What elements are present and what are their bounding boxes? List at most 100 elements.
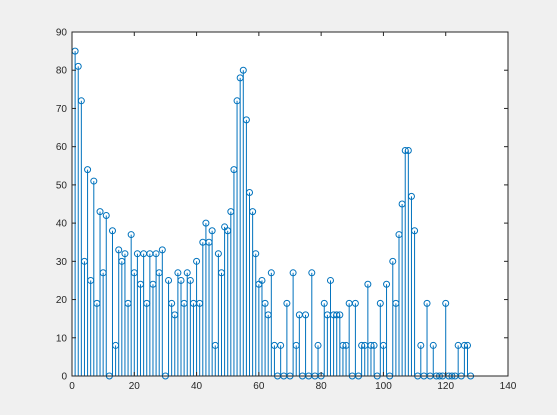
x-tick-label: 20 — [129, 381, 141, 392]
y-tick-label: 80 — [56, 66, 68, 77]
stem-marker — [202, 219, 210, 227]
stem-marker — [364, 280, 372, 288]
stem-marker — [233, 97, 241, 105]
stem-marker — [429, 341, 437, 349]
stem-marker — [242, 116, 250, 124]
stem-marker — [333, 311, 341, 319]
stem-marker — [398, 200, 406, 208]
stem-marker — [208, 227, 216, 235]
stem-marker — [236, 74, 244, 82]
stem-marker — [302, 311, 310, 319]
stem-marker — [168, 299, 176, 307]
stem-marker — [118, 257, 126, 265]
y-axis-ticks: 0 10 20 30 40 50 60 70 80 90 — [56, 28, 508, 383]
stem-marker — [196, 299, 204, 307]
stem-marker — [401, 146, 409, 154]
stem-marker — [283, 299, 291, 307]
stem-marker — [336, 311, 344, 319]
y-tick-label: 10 — [56, 333, 68, 344]
stem-marker — [143, 299, 151, 307]
y-tick-label: 30 — [56, 257, 68, 268]
stem-marker — [252, 250, 260, 258]
stem-marker — [90, 177, 98, 185]
axes-box — [71, 31, 509, 377]
stem-marker — [84, 166, 92, 174]
stem-marker — [227, 208, 235, 216]
x-tick-label: 140 — [500, 381, 517, 392]
stem-marker — [277, 341, 285, 349]
stem-marker — [124, 299, 132, 307]
stem-marker — [326, 276, 334, 284]
stem-marker — [224, 227, 232, 235]
x-tick-label: 0 — [69, 381, 75, 392]
stem-marker — [342, 341, 350, 349]
stem-marker — [99, 269, 107, 277]
y-tick-label: 90 — [56, 28, 68, 39]
stem-marker — [442, 299, 450, 307]
stem-marker — [115, 246, 123, 254]
x-tick-label: 100 — [375, 381, 392, 392]
stem-marker — [171, 311, 179, 319]
stem-marker — [87, 276, 95, 284]
stem-marker — [174, 269, 182, 277]
stem-marker — [165, 276, 173, 284]
y-tick-label: 0 — [61, 372, 67, 383]
stem-marker — [395, 231, 403, 239]
axes-background — [72, 32, 508, 376]
stem-marker — [392, 299, 400, 307]
stem-marker — [217, 269, 225, 277]
stem-marker — [186, 276, 194, 284]
y-tick-label: 50 — [56, 180, 68, 191]
x-tick-label: 80 — [316, 381, 328, 392]
x-tick-label: 120 — [437, 381, 454, 392]
stem-marker — [149, 280, 157, 288]
stem-marker — [112, 341, 120, 349]
stem-marker — [464, 341, 472, 349]
stem-marker — [417, 341, 425, 349]
stem-marker — [292, 341, 300, 349]
y-tick-label: 40 — [56, 219, 68, 230]
stem-marker — [214, 250, 222, 258]
x-axis-ticks: 0 20 40 60 80 100 120 140 — [69, 32, 517, 392]
stem-marker — [121, 250, 129, 258]
stem-marker — [267, 269, 275, 277]
stem-marker — [320, 299, 328, 307]
stem-marker — [137, 280, 145, 288]
stem-marker — [339, 341, 347, 349]
stem-marker — [74, 62, 82, 70]
y-tick-label: 60 — [56, 142, 68, 153]
stem-marker — [102, 211, 110, 219]
stem-marker — [158, 246, 166, 254]
stem-marker — [258, 276, 266, 284]
stem-marker — [261, 299, 269, 307]
stem-marker — [423, 299, 431, 307]
stem-marker — [155, 269, 163, 277]
stem-marker — [77, 97, 85, 105]
x-tick-label: 40 — [191, 381, 203, 392]
stem-marker — [246, 189, 254, 197]
stem-marker — [314, 341, 322, 349]
stem-marker — [367, 341, 375, 349]
stem-marker — [264, 311, 272, 319]
stem-marker — [351, 299, 359, 307]
y-tick-label: 70 — [56, 104, 68, 115]
stem-marker — [379, 341, 387, 349]
stem-marker — [389, 257, 397, 265]
stem-marker — [230, 166, 238, 174]
stem-marker — [108, 227, 116, 235]
stem-marker — [211, 341, 219, 349]
stem-marker — [96, 208, 104, 216]
stem-marker — [383, 280, 391, 288]
stem-marker — [358, 341, 366, 349]
stem-marker — [152, 250, 160, 258]
stem-marker — [127, 231, 135, 239]
stem-marker — [177, 276, 185, 284]
stem-marker — [93, 299, 101, 307]
stem-marker — [289, 269, 297, 277]
stem-marker — [407, 192, 415, 200]
stem-marker — [308, 269, 316, 277]
stem-marker — [404, 146, 412, 154]
x-tick-label: 60 — [253, 381, 265, 392]
